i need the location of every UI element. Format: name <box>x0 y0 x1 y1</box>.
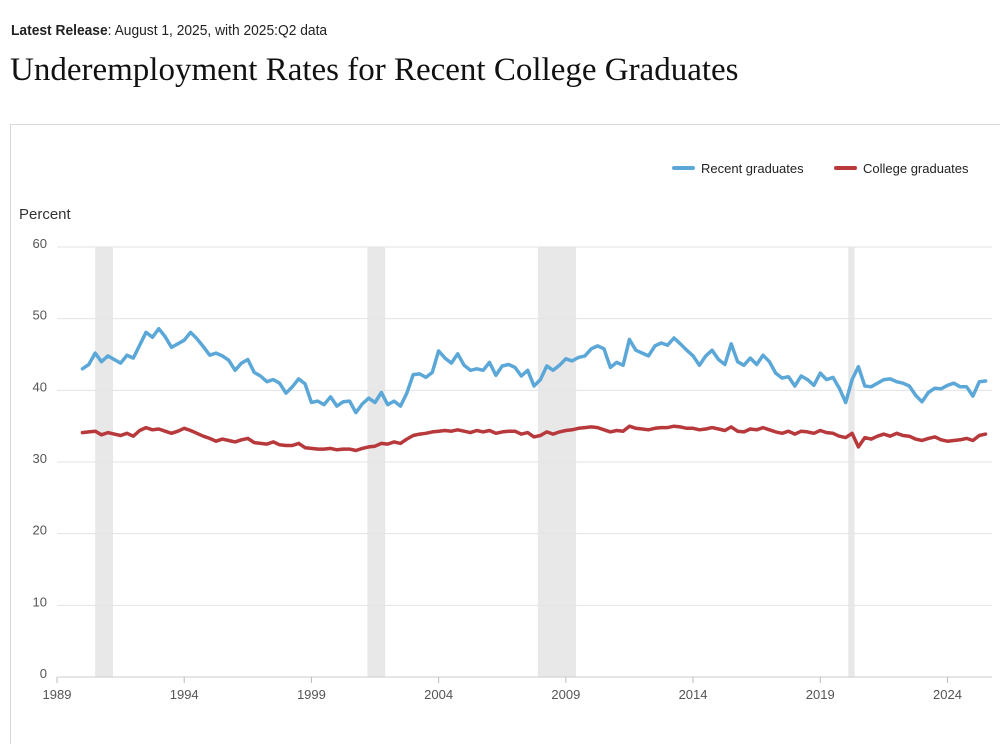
x-tick-label: 2009 <box>551 687 580 702</box>
release-label: Latest Release <box>11 22 108 39</box>
page-title: Underemployment Rates for Recent College… <box>10 52 739 88</box>
x-tick-label: 1994 <box>170 687 199 702</box>
y-axis-label: Percent <box>19 206 72 223</box>
series-line-college-graduates <box>80 424 988 453</box>
y-tick-label: 0 <box>40 666 47 681</box>
x-tick-label: 2024 <box>933 687 962 702</box>
chart-frame <box>10 124 1000 744</box>
y-tick-label: 20 <box>33 523 47 538</box>
y-tick-label: 40 <box>33 379 47 394</box>
x-tick-label: 2004 <box>424 687 453 702</box>
series-lines <box>80 326 988 453</box>
grid-lines <box>57 246 992 678</box>
y-tick-label: 60 <box>33 236 47 251</box>
legend-label: College graduates <box>863 161 969 176</box>
x-tick-label: 2019 <box>806 687 835 702</box>
legend[interactable]: Recent graduates College graduates <box>672 161 969 176</box>
y-tick-label: 30 <box>33 451 47 466</box>
legend-label: Recent graduates <box>701 161 804 176</box>
line-chart: 0 10 20 30 40 50 60 1989 1994 1999 2004 2009 2014 20… <box>19 161 992 702</box>
release-line: Latest Release: August 1, 2025, with 202… <box>11 22 327 39</box>
y-tick-label: 50 <box>33 308 47 323</box>
x-tick-label: 2014 <box>679 687 708 702</box>
y-tick-label: 10 <box>33 594 47 609</box>
x-tick-label: 1999 <box>297 687 326 702</box>
x-tick-label: 1989 <box>43 687 72 702</box>
x-axis-ticks: 1989 1994 1999 2004 2009 2014 2019 2024 <box>43 677 962 702</box>
series-line-recent-graduates <box>80 326 988 415</box>
y-axis-ticks: 0 10 20 30 40 50 60 <box>33 236 47 681</box>
release-text: : August 1, 2025, with 2025:Q2 data <box>107 22 328 39</box>
